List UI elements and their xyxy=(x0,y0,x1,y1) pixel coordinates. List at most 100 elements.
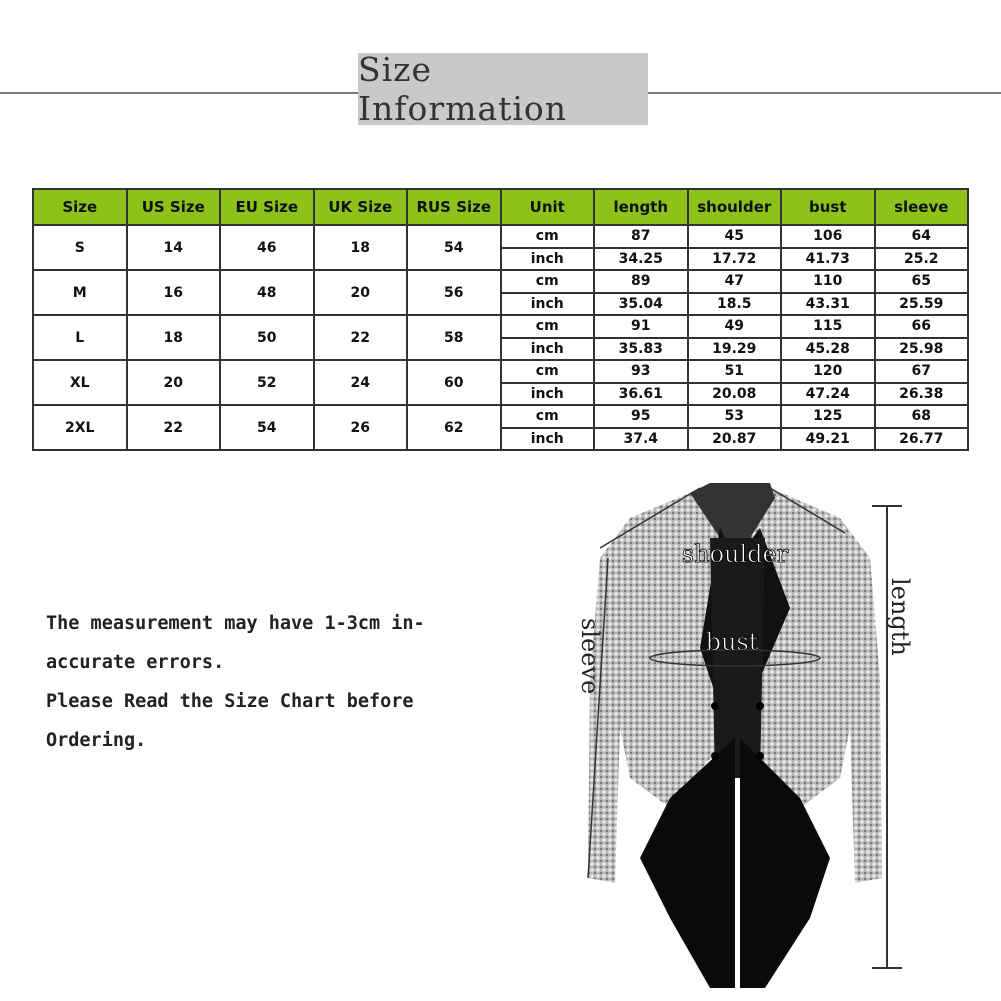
cell-inch: 43.31 xyxy=(780,291,876,316)
bust-label: bust xyxy=(706,628,759,656)
cell-uk: 24 xyxy=(312,359,408,406)
jacket-image xyxy=(588,483,882,988)
cell-cm: 68 xyxy=(873,404,969,429)
cell-inch: 25.98 xyxy=(873,336,969,361)
cell-cm: 120 xyxy=(780,359,876,384)
cell-size: L xyxy=(32,314,128,361)
cell-cm: 67 xyxy=(873,359,969,384)
table-row: M 16 48 20 56 cm 89 47 110 65 xyxy=(32,269,969,316)
cell-size: M xyxy=(32,269,128,316)
cell-cm: 66 xyxy=(873,314,969,339)
tailcoat-diagram: shoulder bust sleeve length xyxy=(576,483,914,988)
table-row: inch 35.83 19.29 45.28 25.98 xyxy=(33,336,969,361)
column-header: Unit xyxy=(499,188,595,226)
sleeve-measure-line xyxy=(587,557,609,879)
cell-cm: 45 xyxy=(686,224,782,249)
note-line: The measurement may have 1-3cm in- xyxy=(46,613,425,634)
cell-cm: 110 xyxy=(780,269,876,294)
cell-uk: 26 xyxy=(312,404,408,451)
column-header: RUS Size xyxy=(406,188,502,226)
shoulder-measure-line xyxy=(769,487,846,534)
table-row: inch 35.04 18.5 43.31 25.59 xyxy=(33,291,969,316)
cell-eu: 48 xyxy=(219,269,315,316)
size-table: Size US Size EU Size UK Size RUS Size Unit len… xyxy=(32,188,969,451)
measurement-note: The measurement may have 1-3cm in- accur… xyxy=(46,604,425,760)
cell-inch: 26.77 xyxy=(873,426,969,451)
cell-size: S xyxy=(32,224,128,271)
column-header: US Size xyxy=(125,188,221,226)
column-header: length xyxy=(593,188,689,226)
cell-us: 20 xyxy=(125,359,221,406)
cell-eu: 52 xyxy=(219,359,315,406)
cell-eu: 50 xyxy=(219,314,315,361)
cell-us: 14 xyxy=(125,224,221,271)
cell-inch: inch xyxy=(499,426,595,451)
column-header: shoulder xyxy=(686,188,782,226)
cell-inch: 37.4 xyxy=(593,426,689,451)
cell-inch: 34.25 xyxy=(593,246,689,271)
cell-cm: 125 xyxy=(780,404,876,429)
cell-cm: 53 xyxy=(686,404,782,429)
cell-cm: 49 xyxy=(686,314,782,339)
table-row: L 18 50 22 58 cm 91 49 115 66 xyxy=(32,314,969,361)
cell-inch: 26.38 xyxy=(873,381,969,406)
cell-cm: 115 xyxy=(780,314,876,339)
page-title: Size Information xyxy=(358,50,648,128)
cell-inch: inch xyxy=(499,246,595,271)
cell-inch: inch xyxy=(499,291,595,316)
cell-cm: cm xyxy=(499,224,595,249)
cell-cm: 91 xyxy=(593,314,689,339)
cell-cm: cm xyxy=(499,404,595,429)
shoulder-label: shoulder xyxy=(682,540,789,568)
cell-inch: 19.29 xyxy=(686,336,782,361)
cell-cm: 64 xyxy=(873,224,969,249)
cell-size: XL xyxy=(32,359,128,406)
shoulder-measure-line xyxy=(599,487,701,549)
cell-us: 18 xyxy=(125,314,221,361)
cell-inch: 41.73 xyxy=(780,246,876,271)
cell-us: 22 xyxy=(125,404,221,451)
table-row: inch 34.25 17.72 41.73 25.2 xyxy=(33,246,969,271)
bust-measure-line xyxy=(649,649,821,667)
cell-cm: 95 xyxy=(593,404,689,429)
cell-size: 2XL xyxy=(32,404,128,451)
cell-inch: inch xyxy=(499,336,595,361)
cell-inch: 36.61 xyxy=(593,381,689,406)
cell-eu: 46 xyxy=(219,224,315,271)
cell-uk: 20 xyxy=(312,269,408,316)
column-header: Size xyxy=(32,188,128,226)
table-row: inch 37.4 20.87 49.21 26.77 xyxy=(33,426,969,451)
cell-cm: 65 xyxy=(873,269,969,294)
cell-inch: 35.04 xyxy=(593,291,689,316)
column-header: bust xyxy=(780,188,876,226)
cell-inch: 25.59 xyxy=(873,291,969,316)
cell-rus: 58 xyxy=(406,314,502,361)
cell-inch: 20.87 xyxy=(686,426,782,451)
table-row: S 14 46 18 54 cm 87 45 106 64 xyxy=(32,224,969,271)
note-line: Please Read the Size Chart before xyxy=(46,691,414,712)
cell-inch: 49.21 xyxy=(780,426,876,451)
cell-rus: 62 xyxy=(406,404,502,451)
cell-us: 16 xyxy=(125,269,221,316)
cell-rus: 60 xyxy=(406,359,502,406)
note-line: Ordering. xyxy=(46,730,147,751)
cell-cm: cm xyxy=(499,269,595,294)
cell-cm: cm xyxy=(499,359,595,384)
note-line: accurate errors. xyxy=(46,652,225,673)
cell-inch: 47.24 xyxy=(780,381,876,406)
cell-inch: 35.83 xyxy=(593,336,689,361)
sleeve-label: sleeve xyxy=(576,618,604,694)
cell-eu: 54 xyxy=(219,404,315,451)
cell-inch: 45.28 xyxy=(780,336,876,361)
cell-rus: 56 xyxy=(406,269,502,316)
cell-uk: 18 xyxy=(312,224,408,271)
column-header: sleeve xyxy=(873,188,969,226)
cell-cm: 51 xyxy=(686,359,782,384)
cell-inch: 17.72 xyxy=(686,246,782,271)
cell-cm: 47 xyxy=(686,269,782,294)
cell-cm: cm xyxy=(499,314,595,339)
cell-inch: 25.2 xyxy=(873,246,969,271)
table-row: XL 20 52 24 60 cm 93 51 120 67 xyxy=(32,359,969,406)
cell-cm: 106 xyxy=(780,224,876,249)
cell-cm: 89 xyxy=(593,269,689,294)
